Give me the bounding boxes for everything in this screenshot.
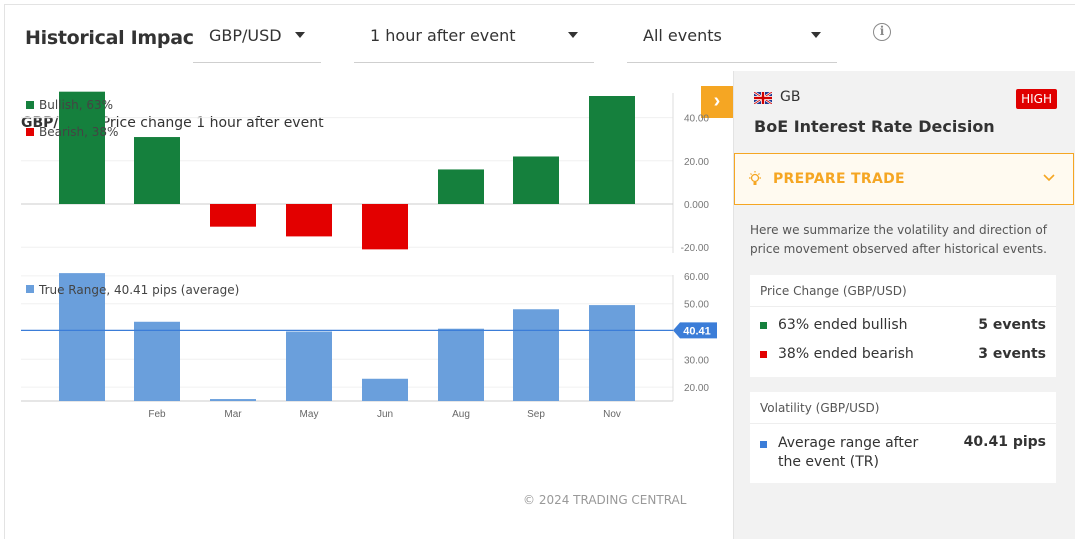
- price-change-bar: [59, 91, 105, 204]
- average-value-label: 40.41: [683, 325, 711, 337]
- true-range-bar: [362, 378, 408, 401]
- bearish-label: 38% ended bearish: [778, 346, 914, 362]
- volatility-label: Average range after the event (TR): [778, 435, 919, 470]
- header: Historical Impact GBP/USD 1 hour after e…: [5, 5, 1076, 71]
- legend-label: True Range, 40.41 pips (average): [38, 283, 239, 297]
- price-change-bar: [210, 204, 256, 227]
- chevron-right-icon: ›: [713, 90, 721, 112]
- price-card-title: Price Change (GBP/USD): [750, 275, 1056, 307]
- prepare-trade-toggle[interactable]: PREPARE TRADE: [734, 153, 1074, 205]
- y-tick-label: 20.00: [684, 157, 709, 168]
- collapse-panel-button[interactable]: ›: [701, 86, 733, 118]
- chevron-down-icon: [1043, 174, 1055, 182]
- x-tick-label: Aug: [452, 409, 470, 420]
- price-change-bar: [134, 137, 180, 204]
- volatility-row: Average range after the event (TR) 40.41…: [750, 428, 1056, 476]
- uk-flag-icon: [754, 92, 772, 104]
- y-tick-label: 40.00: [684, 114, 709, 125]
- x-tick-label: Mar: [224, 409, 242, 420]
- caret-down-icon: [295, 32, 305, 38]
- true-range-bar: [513, 309, 559, 401]
- bearish-swatch: [760, 351, 767, 358]
- widget-title: Historical Impact: [25, 27, 203, 49]
- price-change-bar: [513, 156, 559, 204]
- legend-label: Bullish, 63%: [39, 98, 113, 112]
- bullish-swatch: [760, 322, 767, 329]
- true-range-bar: [134, 321, 180, 401]
- price-change-bar: [286, 204, 332, 237]
- true-range-bar: [210, 399, 256, 401]
- average-label-tag: [673, 322, 717, 339]
- caret-down-icon: [568, 32, 578, 38]
- copyright: © 2024 TRADING CENTRAL: [523, 493, 687, 507]
- event-panel: GB HIGH BoE Interest Rate Decision PREPA…: [733, 71, 1075, 539]
- pair-select-value: GBP/USD: [209, 26, 282, 45]
- price-change-bar: [438, 169, 484, 204]
- y-tick-label: 0.000: [684, 200, 709, 211]
- events-select-value: All events: [643, 26, 722, 45]
- impact-chart: 40.00 20.00 0.000 -20.00 Bullish, 63% Bearish…: [21, 91, 717, 420]
- bullish-label: 63% ended bullish: [778, 317, 908, 333]
- event-name: BoE Interest Rate Decision: [754, 117, 995, 136]
- y-tick-label: 50.00: [684, 300, 709, 311]
- x-tick-label: Sep: [527, 409, 545, 420]
- range-swatch: [760, 441, 767, 448]
- volatility-card: Volatility (GBP/USD) Average range after…: [750, 392, 1056, 483]
- historical-impact-widget: Historical Impact GBP/USD 1 hour after e…: [4, 4, 1076, 540]
- x-tick-label: Jun: [377, 409, 393, 420]
- legend-swatch: [26, 128, 34, 136]
- chart-title-text: Price change 1 hour after event: [101, 115, 324, 131]
- price-change-card: Price Change (GBP/USD) 63% ended bullish…: [750, 275, 1056, 377]
- true-range-bar: [286, 331, 332, 401]
- legend-label: Bearish, 38%: [39, 125, 118, 139]
- country-code: GB: [780, 89, 801, 105]
- bearish-row: 38% ended bearish 3 events: [750, 340, 1056, 369]
- y-tick-label: -20.00: [681, 243, 710, 254]
- price-change-bar: [589, 96, 635, 204]
- lightbulb-icon: [749, 171, 761, 185]
- prepare-trade-label: PREPARE TRADE: [773, 171, 905, 187]
- info-icon[interactable]: i: [873, 23, 891, 41]
- x-tick-label: Feb: [148, 409, 166, 420]
- legend-swatch: [26, 285, 34, 293]
- true-range-bar: [438, 328, 484, 401]
- pair-select[interactable]: GBP/USD: [193, 5, 321, 63]
- bullish-count: 5 events: [978, 317, 1046, 333]
- bearish-count: 3 events: [978, 346, 1046, 362]
- impact-badge: HIGH: [1016, 89, 1057, 109]
- price-change-bar: [362, 204, 408, 250]
- bullish-row: 63% ended bullish 5 events: [750, 311, 1056, 340]
- true-range-bar: [59, 273, 105, 401]
- summary-text: Here we summarize the volatility and dir…: [750, 223, 1047, 256]
- y-tick-label: 60.00: [684, 272, 709, 283]
- caret-down-icon: [811, 32, 821, 38]
- volatility-value: 40.41 pips: [963, 434, 1046, 450]
- vol-card-title: Volatility (GBP/USD): [750, 392, 1056, 424]
- x-tick-label: Nov: [603, 409, 621, 420]
- y-tick-label: 20.00: [684, 383, 709, 394]
- x-tick-label: May: [300, 409, 319, 420]
- time-select[interactable]: 1 hour after event: [354, 5, 594, 63]
- y-tick-label: 30.00: [684, 355, 709, 366]
- time-select-value: 1 hour after event: [370, 26, 516, 45]
- events-select[interactable]: All events: [627, 5, 837, 63]
- legend-swatch: [26, 101, 34, 109]
- true-range-bar: [589, 305, 635, 401]
